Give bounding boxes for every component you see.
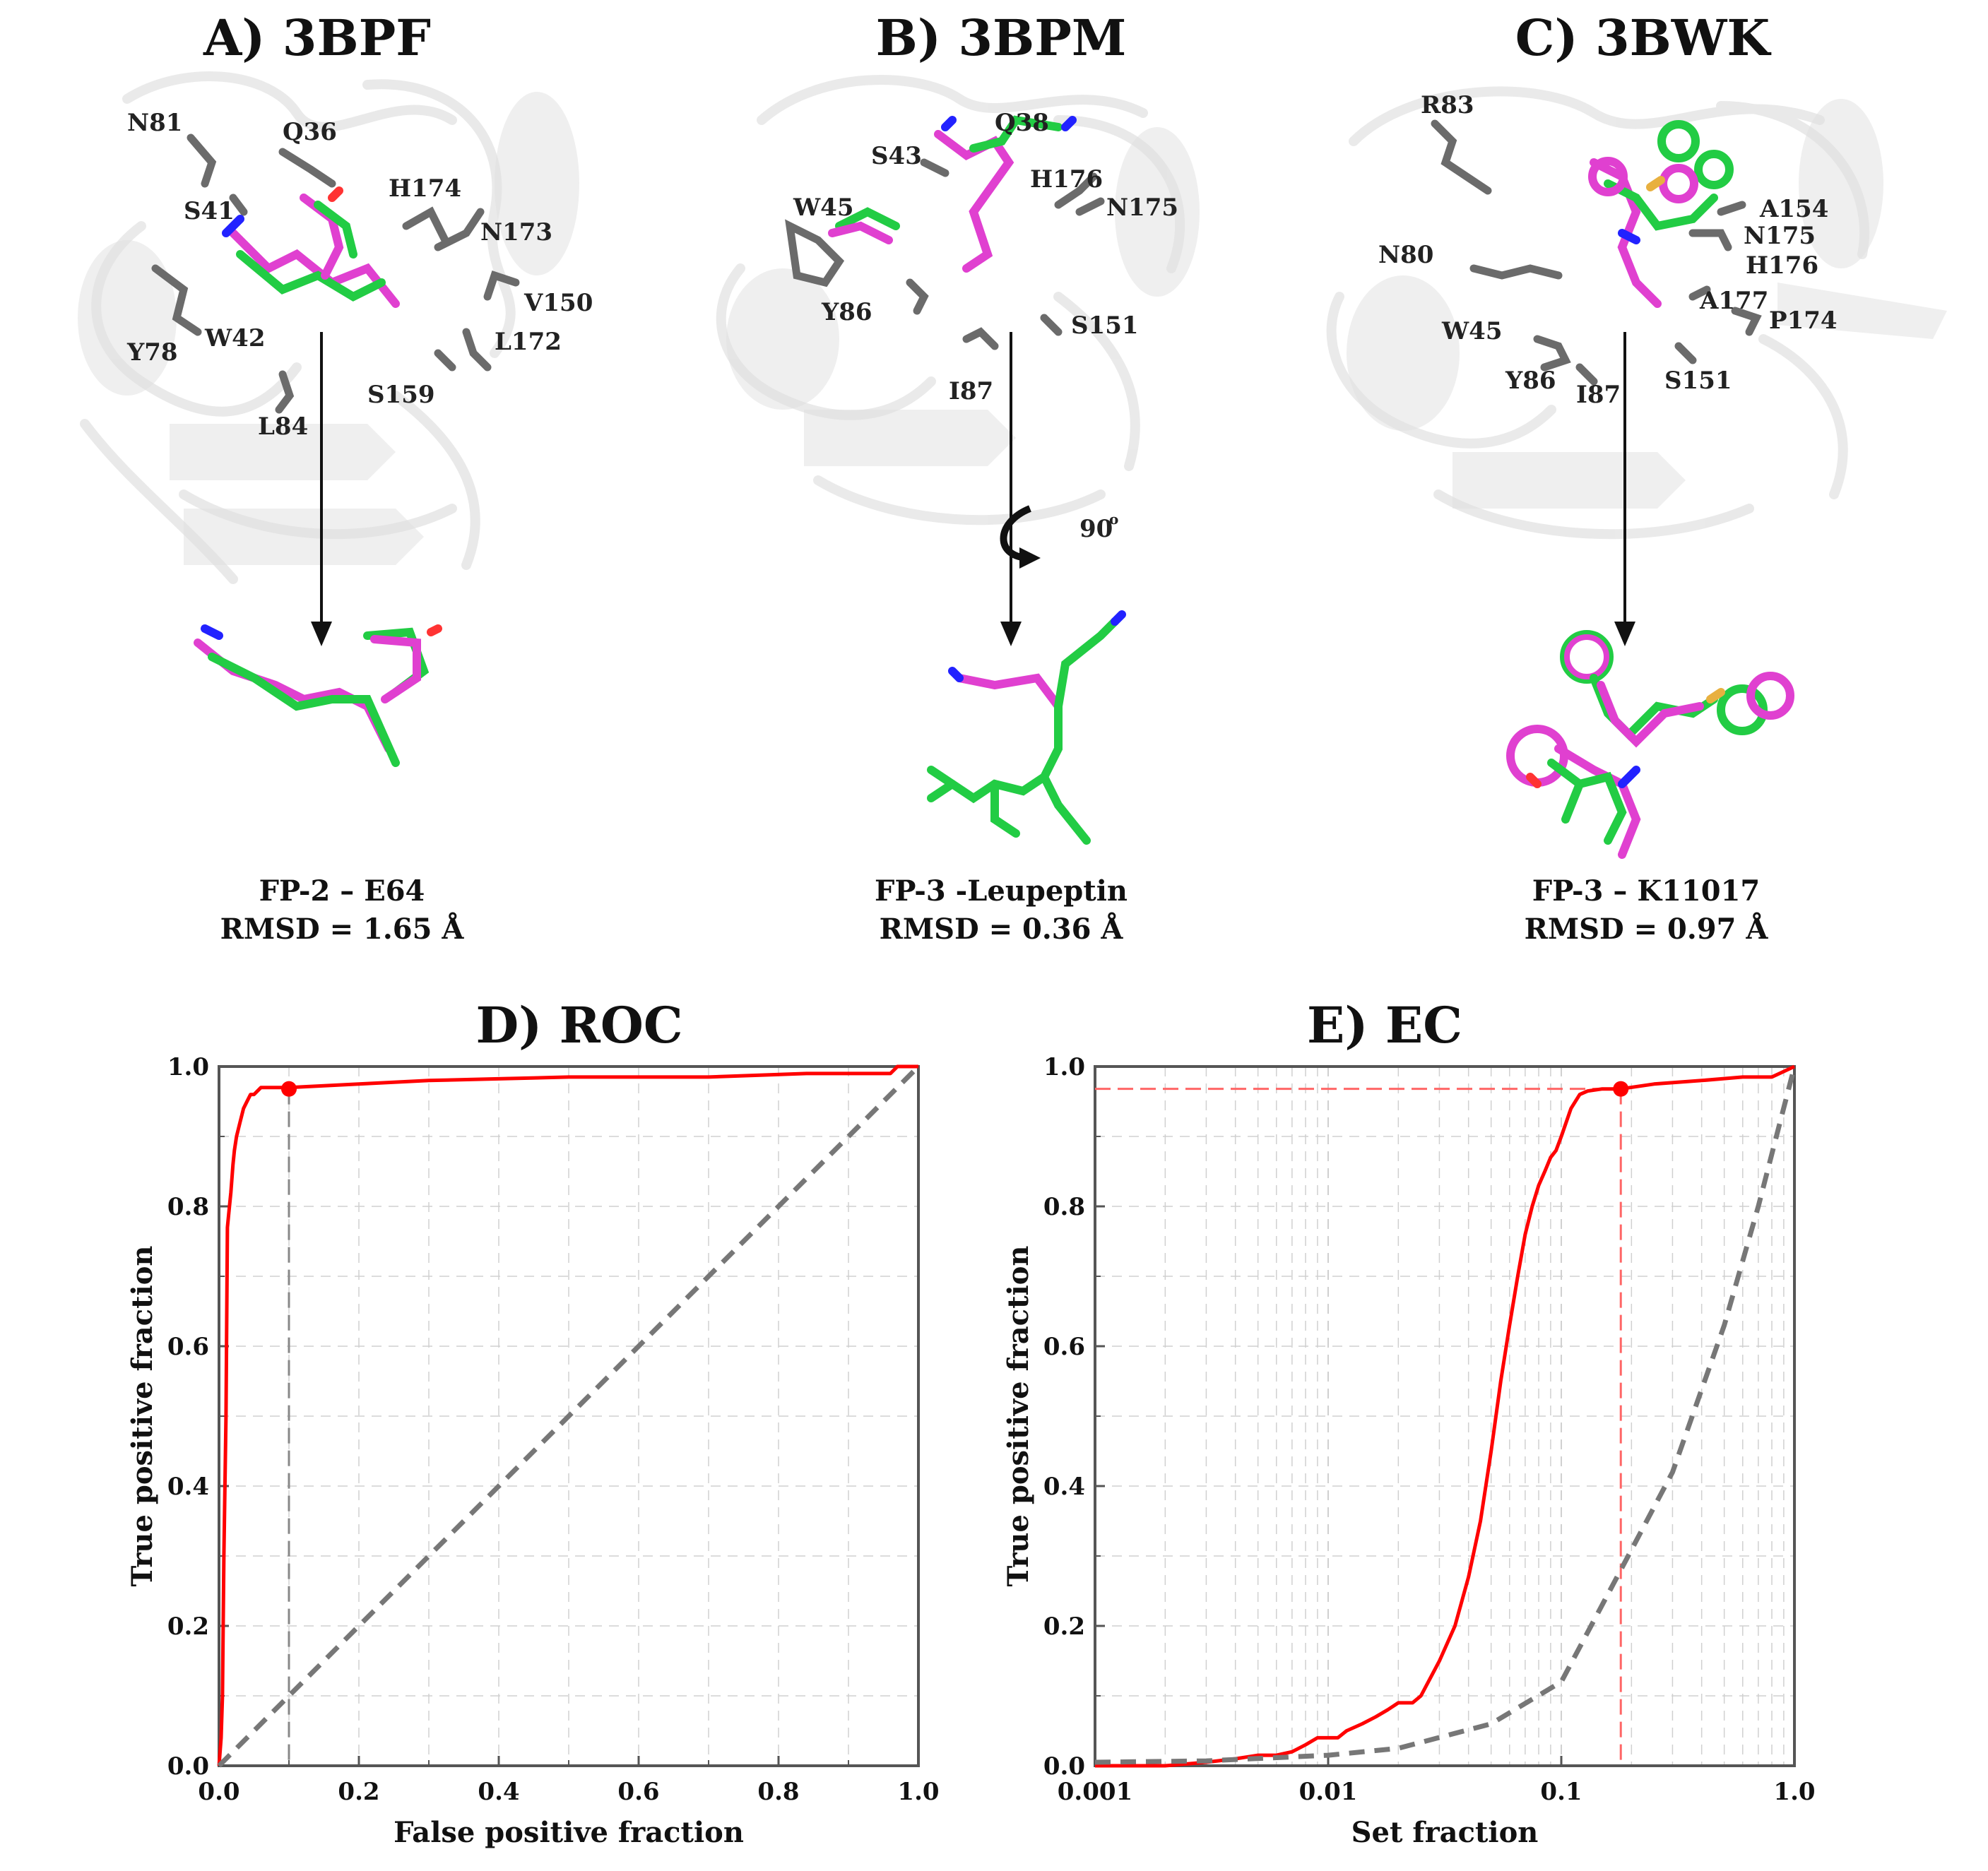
residue-label: H176 bbox=[1746, 251, 1818, 280]
y-tick-label: 0.2 bbox=[1043, 1612, 1085, 1641]
performance-curve bbox=[1095, 1064, 1796, 1768]
ec-chart: 0.001 0.01 0.1 1.0 0.0 0.2 0.4 0.6 0.8 1.0 Set fra… bbox=[1002, 1053, 1816, 1849]
panel-title: C) 3BWK bbox=[1515, 8, 1770, 67]
rotation-label: 90 bbox=[1079, 515, 1113, 543]
caption-complex: FP-2 – E64 bbox=[259, 874, 425, 908]
y-tick-label: 0.0 bbox=[167, 1752, 209, 1781]
residue-label: Y78 bbox=[126, 338, 178, 367]
residue-label: L172 bbox=[495, 328, 562, 356]
x-tick-label: 0.4 bbox=[478, 1778, 519, 1806]
panel-a: N81 Q36 S41 H174 N173 V150 Y78 W42 L172 … bbox=[0, 0, 663, 982]
residue-label: Q38 bbox=[995, 109, 1049, 137]
x-tick-label: 0.2 bbox=[338, 1778, 379, 1806]
residue-label: N175 bbox=[1744, 222, 1816, 250]
structure-figure-a: N81 Q36 S41 H174 N173 V150 Y78 W42 L172 … bbox=[78, 71, 593, 767]
rotation-degree: o bbox=[1109, 511, 1118, 528]
residue-label: S43 bbox=[871, 142, 922, 170]
y-tick-label: 0.4 bbox=[1043, 1473, 1085, 1501]
residue-label: S41 bbox=[184, 197, 235, 225]
y-tick-label: 0.8 bbox=[1043, 1193, 1085, 1221]
residue-label: L84 bbox=[258, 412, 308, 441]
x-tick-label: 1.0 bbox=[1773, 1778, 1815, 1806]
x-tick-label: 0.6 bbox=[617, 1778, 659, 1806]
structure-figure-b: 90 o Q38 S43 H176 N175 W45 Y86 S151 I87 bbox=[716, 75, 1200, 845]
caption-rmsd: RMSD = 0.97 Å bbox=[1524, 913, 1768, 946]
caption-rmsd: RMSD = 0.36 Å bbox=[879, 913, 1123, 946]
residue-label: A154 bbox=[1759, 195, 1828, 223]
panel-b: 90 o Q38 S43 H176 N175 W45 Y86 S151 I87 … bbox=[663, 0, 1325, 982]
chart-title-ec: E) EC bbox=[1307, 996, 1462, 1055]
residue-label: A177 bbox=[1699, 287, 1768, 315]
residue-label: N173 bbox=[480, 218, 552, 247]
y-tick-label: 0.2 bbox=[167, 1612, 209, 1641]
panel-title: B) 3BPM bbox=[875, 8, 1127, 67]
residue-label: Q36 bbox=[283, 118, 337, 146]
y-axis-label: True positive fraction bbox=[1002, 1245, 1035, 1586]
residue-label: H174 bbox=[389, 174, 461, 203]
y-tick-label: 0.6 bbox=[167, 1333, 209, 1361]
data-point-marker bbox=[281, 1081, 297, 1097]
random-baseline-line bbox=[217, 1064, 921, 1768]
residue-label: S151 bbox=[1664, 367, 1732, 395]
performance-curve bbox=[217, 1064, 918, 1766]
y-axis-label: True positive fraction bbox=[126, 1245, 159, 1586]
structure-figure-c: R83 A154 N175 N80 H176 A177 W45 P174 Y86… bbox=[1326, 86, 1947, 859]
panel-caption: FP-3 -Leupeptin RMSD = 0.36 Å bbox=[670, 872, 1332, 949]
panel-c: R83 A154 N175 N80 H176 A177 W45 P174 Y86… bbox=[1325, 0, 1988, 982]
caption-rmsd: RMSD = 1.65 Å bbox=[220, 913, 464, 946]
residue-label: S159 bbox=[367, 381, 435, 409]
caption-complex: FP-3 -Leupeptin bbox=[874, 874, 1128, 908]
y-tick-label: 0.6 bbox=[1043, 1333, 1085, 1361]
residue-label: R83 bbox=[1421, 91, 1474, 119]
x-tick-label: 0.01 bbox=[1299, 1778, 1358, 1806]
x-axis-label: Set fraction bbox=[1351, 1816, 1539, 1849]
x-tick-label: 0.8 bbox=[757, 1778, 799, 1806]
residue-label: N80 bbox=[1378, 241, 1433, 269]
residue-label: Y86 bbox=[821, 298, 872, 326]
y-tick-label: 1.0 bbox=[1043, 1053, 1085, 1081]
residue-label: N81 bbox=[127, 109, 182, 137]
x-tick-label: 0.001 bbox=[1058, 1778, 1132, 1806]
y-tick-label: 0.0 bbox=[1043, 1752, 1085, 1781]
residue-label: W45 bbox=[793, 194, 854, 222]
caption-complex: FP-3 – K11017 bbox=[1532, 874, 1761, 908]
x-tick-label: 0.1 bbox=[1540, 1778, 1582, 1806]
grid bbox=[1095, 1067, 1794, 1766]
data-point-marker bbox=[1613, 1081, 1629, 1097]
chart-title-roc: D) ROC bbox=[475, 996, 683, 1055]
x-tick-label: 1.0 bbox=[897, 1778, 939, 1806]
panel-caption: FP-3 – K11017 RMSD = 0.97 Å bbox=[1315, 872, 1977, 949]
y-tick-label: 0.8 bbox=[167, 1193, 209, 1221]
y-tick-label: 1.0 bbox=[167, 1053, 209, 1081]
residue-label: P174 bbox=[1769, 307, 1838, 335]
panel-caption: FP-2 – E64 RMSD = 1.65 Å bbox=[11, 872, 673, 949]
x-tick-label: 0.0 bbox=[198, 1778, 239, 1806]
residue-label: V150 bbox=[523, 289, 593, 317]
residue-label: H176 bbox=[1030, 165, 1103, 194]
residue-label: W42 bbox=[204, 324, 266, 352]
residue-label: N175 bbox=[1106, 194, 1178, 222]
residue-label: S151 bbox=[1071, 311, 1139, 340]
residue-label: W45 bbox=[1441, 317, 1503, 345]
residue-label: I87 bbox=[1576, 381, 1621, 409]
random-baseline-line bbox=[1094, 1066, 1797, 1765]
y-tick-label: 0.4 bbox=[167, 1473, 209, 1501]
x-axis-label: False positive fraction bbox=[394, 1816, 744, 1849]
grid bbox=[219, 1067, 918, 1766]
roc-chart: 0.0 0.2 0.4 0.6 0.8 1.0 0.0 0.2 0.4 0.6 0.8 1.0 Fals… bbox=[126, 1053, 940, 1849]
panel-title: A) 3BPF bbox=[203, 8, 431, 67]
residue-label: Y86 bbox=[1505, 367, 1556, 395]
residue-label: I87 bbox=[949, 377, 993, 405]
